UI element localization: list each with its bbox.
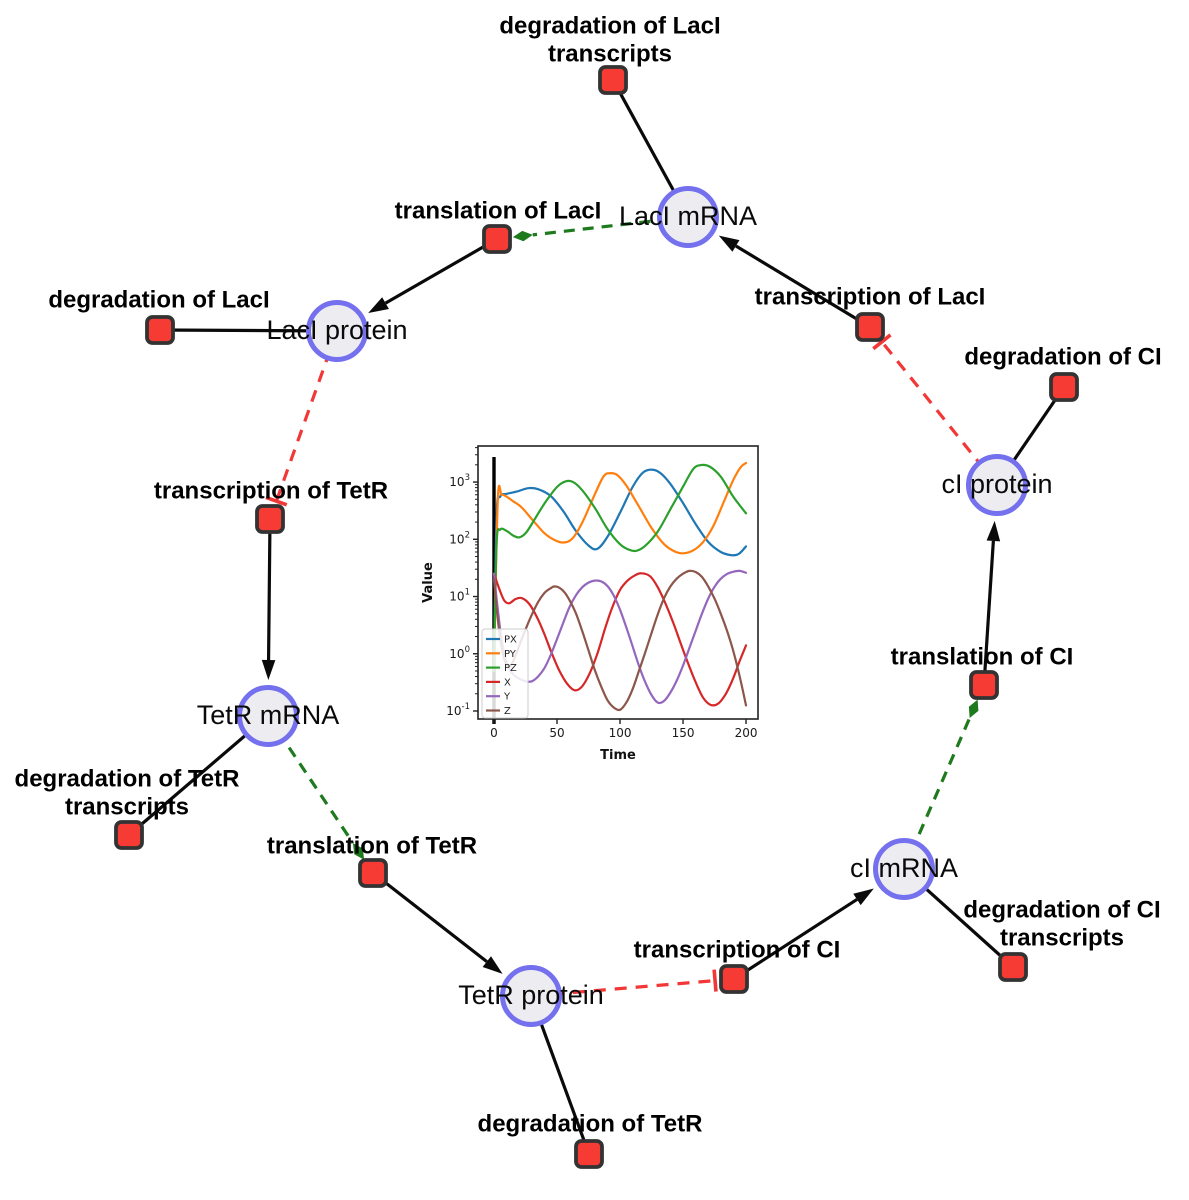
species-node-tetR_protein[interactable] (500, 965, 562, 1027)
inhibition-tee-icon (712, 969, 718, 992)
catalysis-diamond-icon (512, 230, 533, 242)
series-line-PZ (492, 463, 748, 673)
reaction-label-transcription_tetR: transcription of TetR (154, 477, 388, 504)
reaction-label-deg_cI: degradation of CI (964, 343, 1161, 370)
series-line-PY (492, 461, 748, 673)
arrowhead-icon (368, 297, 389, 314)
species-label-lacI_mRNA: LacI mRNA (619, 201, 757, 231)
reaction-node-deg_cI[interactable] (1049, 372, 1079, 402)
species-node-cI_protein[interactable] (966, 454, 1028, 516)
reaction-node-deg_cI_tr[interactable] (998, 952, 1028, 982)
x-tick-label: 200 (735, 726, 758, 740)
y-tick-label: 103 (449, 473, 470, 489)
arrowhead-icon (986, 520, 1001, 542)
series-line-PX (492, 468, 748, 673)
chart-curves (492, 461, 748, 712)
edge-translation_tetR-tetR_protein (372, 871, 503, 974)
species-node-tetR_mRNA[interactable] (237, 685, 299, 747)
inhibition-tee-icon (265, 495, 288, 507)
reaction-label-translation_cI: translation of CI (891, 643, 1074, 670)
species-label-cI_mRNA: cI mRNA (850, 853, 958, 883)
reaction-label-deg_tetR_tr: degradation of TetR (15, 765, 240, 792)
y-tick-label: 100 (449, 645, 470, 661)
x-axis-label: Time (600, 748, 636, 763)
species-label-lacI_protein: LacI protein (266, 315, 407, 345)
reaction-node-deg_lacI_tr[interactable] (598, 65, 628, 95)
edge-transcription_cI-cI_mRNA (733, 888, 874, 981)
reaction-label-deg_tetR_tr: transcripts (65, 793, 189, 820)
x-tick-label: 50 (549, 726, 564, 740)
reaction-node-deg_lacI[interactable] (145, 315, 175, 345)
catalysis-diamond-icon (968, 699, 979, 719)
reaction-node-transcription_lacI[interactable] (855, 312, 885, 342)
reaction-node-deg_tetR_tr[interactable] (114, 820, 144, 850)
species-label-cI_protein: cI protein (941, 469, 1052, 499)
reaction-node-transcription_tetR[interactable] (255, 504, 285, 534)
nodes-layer (114, 65, 1079, 1169)
reaction-label-deg_cI_tr: transcripts (1000, 924, 1124, 951)
y-tick-label: 10-1 (446, 702, 470, 718)
reaction-label-deg_cI_tr: degradation of CI (963, 896, 1160, 923)
y-axis-label: Value (421, 562, 436, 603)
species-node-lacI_protein[interactable] (306, 300, 368, 362)
y-tick-label: 101 (449, 588, 470, 604)
reaction-node-translation_tetR[interactable] (358, 858, 388, 888)
arrowhead-icon (853, 888, 874, 906)
edge-transcription_tetR-tetR_mRNA (261, 518, 276, 681)
legend-label-PY: PY (504, 649, 517, 660)
series-line-X (492, 572, 748, 707)
reaction-label-translation_lacI: translation of LacI (395, 197, 602, 224)
reaction-node-transcription_cI[interactable] (719, 964, 749, 994)
chart-legend: PX PY PZ XYZ (481, 628, 529, 719)
reaction-label-deg_lacI_tr: transcripts (548, 40, 672, 67)
legend-label-X: X (504, 677, 511, 688)
catalysis-diamond-icon (352, 843, 365, 860)
reaction-node-translation_cI[interactable] (969, 670, 999, 700)
inset-chart: 0 50 100 150 20010-1100101102103TimeValuePXP… (421, 445, 759, 763)
reaction-label-deg_lacI_tr: degradation of LacI (499, 12, 720, 39)
arrowhead-icon (482, 956, 503, 974)
edge-translation_lacI-lacI_protein (368, 237, 498, 314)
species-node-cI_mRNA[interactable] (873, 838, 935, 900)
reaction-label-deg_tetR: degradation of TetR (478, 1110, 703, 1137)
x-tick-label: 150 (672, 726, 695, 740)
labels-layer: degradation of LacItranscriptstranslatio… (15, 12, 1162, 1137)
reaction-node-deg_tetR[interactable] (574, 1139, 604, 1169)
legend-label-Z: Z (504, 706, 511, 717)
reaction-label-transcription_lacI: transcription of LacI (755, 283, 986, 310)
reaction-node-translation_lacI[interactable] (482, 224, 512, 254)
edge-translation_cI-cI_protein (982, 520, 1001, 686)
y-tick-label: 102 (449, 530, 470, 546)
inhibition-tee-icon (872, 333, 892, 351)
species-label-tetR_mRNA: TetR mRNA (197, 700, 340, 730)
x-tick-label: 100 (609, 726, 632, 740)
legend-label-PZ: PZ (504, 663, 517, 674)
reaction-label-translation_tetR: translation of TetR (267, 832, 477, 859)
reaction-label-deg_lacI: degradation of LacI (48, 286, 269, 313)
species-label-tetR_protein: TetR protein (458, 980, 604, 1010)
x-tick-label: 0 (490, 726, 498, 740)
legend-label-PX: PX (504, 635, 517, 646)
legend-label-Y: Y (503, 692, 511, 703)
edge-transcription_lacI-lacI_mRNA (718, 235, 871, 329)
chart-axes-box (477, 445, 759, 720)
arrowhead-icon (718, 235, 740, 252)
arrowhead-icon (261, 659, 276, 681)
species-node-lacI_mRNA[interactable] (657, 186, 719, 248)
reaction-label-transcription_cI: transcription of CI (634, 936, 841, 963)
